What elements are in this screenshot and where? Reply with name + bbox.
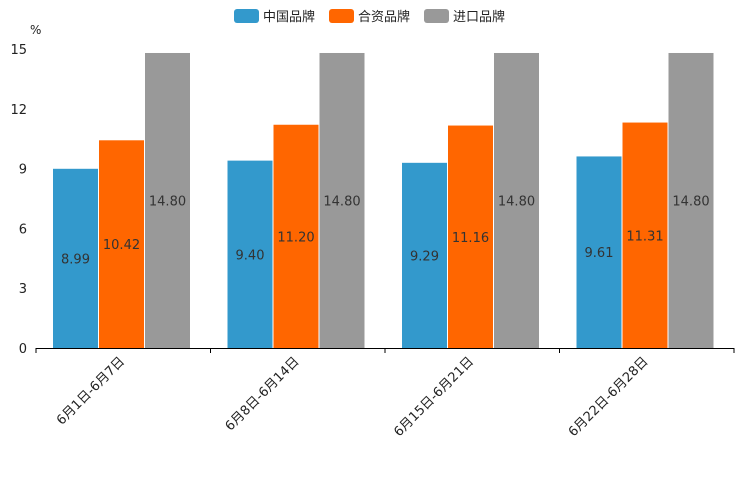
y-tick-label: 3 — [19, 282, 27, 297]
data-label: 10.42 — [103, 238, 140, 253]
bar — [576, 156, 622, 348]
bar — [448, 125, 493, 348]
data-labels: 8.99 10.42 14.80 9.40 11.20 14.80 9.29 11.16 14.… — [61, 194, 710, 267]
y-axis-unit-label: % — [30, 23, 41, 37]
data-label: 11.16 — [452, 231, 489, 246]
y-tick-label: 12 — [10, 103, 27, 118]
x-tick-label: 6月22日-6月28日 — [566, 354, 652, 440]
bar — [99, 140, 144, 348]
legend-label-2: 合资品牌 — [358, 9, 410, 25]
bars — [53, 52, 714, 349]
bar — [622, 122, 668, 348]
bar — [319, 52, 365, 349]
bar — [145, 52, 190, 349]
data-label: 9.40 — [236, 248, 265, 263]
bar — [494, 52, 539, 349]
bar — [402, 162, 447, 348]
data-label: 14.80 — [323, 194, 360, 209]
y-tick-label: 0 — [19, 342, 27, 357]
legend: 中国品牌 合资品牌 进口品牌 — [234, 9, 505, 25]
bar — [53, 168, 98, 348]
data-label: 14.80 — [672, 194, 709, 209]
legend-label-3: 进口品牌 — [453, 9, 505, 25]
data-label: 11.20 — [277, 230, 314, 245]
data-label: 14.80 — [149, 194, 186, 209]
bar — [227, 160, 273, 348]
y-tick-label: 6 — [19, 222, 27, 237]
data-label: 9.29 — [410, 249, 439, 264]
x-tick-label: 6月1日-6月7日 — [54, 354, 128, 428]
legend-label-1: 中国品牌 — [263, 9, 315, 25]
y-tick-label: 9 — [19, 163, 27, 178]
x-tick-label: 6月8日-6月14日 — [223, 354, 303, 434]
data-label: 9.61 — [585, 246, 614, 261]
legend-swatch-2 — [329, 9, 354, 23]
x-tick-label: 6月15日-6月21日 — [391, 354, 477, 440]
data-label: 14.80 — [498, 194, 535, 209]
y-tick-label: 15 — [10, 43, 27, 58]
legend-swatch-3 — [424, 9, 449, 23]
bar — [668, 52, 714, 349]
data-label: 11.31 — [626, 229, 663, 244]
data-label: 8.99 — [61, 252, 90, 267]
bar — [273, 124, 319, 348]
x-axis: 6月1日-6月7日 6月8日-6月14日 6月15日-6月21日 6月22日-6月28… — [35, 348, 735, 440]
legend-swatch-1 — [234, 9, 259, 23]
y-axis: 0 3 6 9 12 15 — [10, 43, 27, 357]
